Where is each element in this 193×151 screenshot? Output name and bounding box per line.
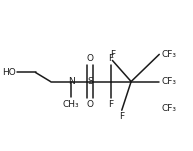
Text: CH₃: CH₃: [63, 100, 80, 109]
Text: F: F: [119, 112, 124, 121]
Text: CF₃: CF₃: [161, 104, 176, 113]
Text: O: O: [86, 100, 93, 109]
Text: N: N: [68, 77, 74, 86]
Text: O: O: [86, 54, 93, 63]
Text: CF₃: CF₃: [161, 50, 176, 59]
Text: F: F: [110, 50, 115, 59]
Text: CF₃: CF₃: [161, 77, 176, 86]
Text: HO: HO: [2, 68, 16, 77]
Text: F: F: [108, 54, 113, 63]
Text: S: S: [87, 77, 93, 86]
Text: F: F: [108, 100, 113, 109]
